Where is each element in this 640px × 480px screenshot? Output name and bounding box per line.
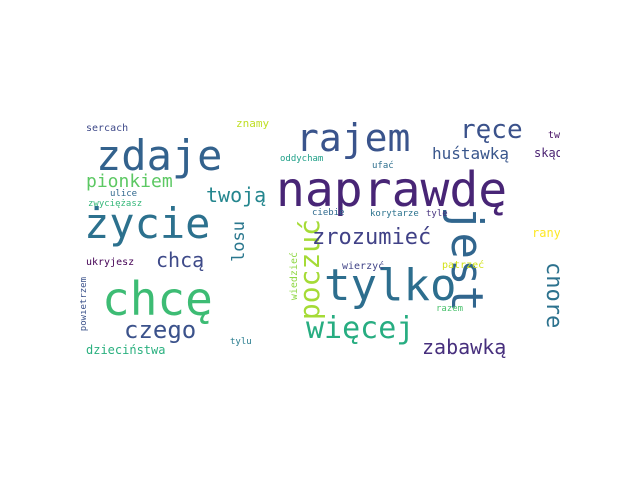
word-tyle: tyle — [426, 209, 448, 219]
word-twoja: twoją — [206, 183, 267, 207]
word-powietrzem: powietrzem — [80, 277, 89, 332]
word-zabawka: zabawką — [422, 335, 507, 359]
word-cloud: naprawdę tylko chcę życie zdaje jest raj… — [80, 110, 560, 370]
word-wiecej: więcej — [306, 311, 415, 346]
word-tylu: tylu — [230, 337, 252, 347]
word-chce: chcę — [102, 272, 213, 326]
word-czego: czego — [124, 316, 197, 344]
word-zycie: życie — [84, 199, 211, 248]
word-znamy: znamy — [236, 117, 270, 130]
word-twym: twym — [548, 130, 560, 141]
word-jest: jest — [441, 206, 492, 312]
word-skad: skąd — [534, 146, 560, 160]
word-oddycham: oddycham — [280, 154, 324, 164]
word-zwyciezasz: zwyciężasz — [88, 199, 143, 209]
word-wierzyc: wierzyć — [342, 261, 385, 272]
word-pionkiem: pionkiem — [86, 171, 173, 192]
word-ciebie: ciebie — [312, 208, 345, 218]
word-korytarze: korytarze — [370, 209, 419, 219]
word-sercach: sercach — [86, 123, 129, 134]
word-naprawde: naprawdę — [276, 162, 508, 218]
word-chca: chcą — [156, 248, 205, 272]
word-losu: losu — [229, 221, 249, 262]
word-hustawka: huśtawką — [432, 144, 510, 163]
word-dziecinstwa: dzieciństwa — [86, 343, 166, 357]
word-tylko: tylko — [324, 260, 457, 311]
word-razem: razem — [436, 304, 464, 314]
word-rece: ręce — [460, 115, 523, 145]
word-rajem: rajem — [296, 116, 411, 160]
word-chore: chore — [541, 262, 560, 329]
word-patrzec: patrzeć — [442, 260, 485, 271]
word-ufac: ufać — [372, 161, 394, 171]
word-zdaje: zdaje — [96, 131, 223, 180]
word-rany: rany — [532, 226, 560, 240]
word-ukryjesz: ukryjesz — [86, 257, 135, 268]
word-ulice: ulice — [110, 189, 138, 199]
word-wiedziec: wiedzieć — [289, 252, 300, 301]
word-zrozumiec: zrozumieć — [312, 225, 432, 250]
